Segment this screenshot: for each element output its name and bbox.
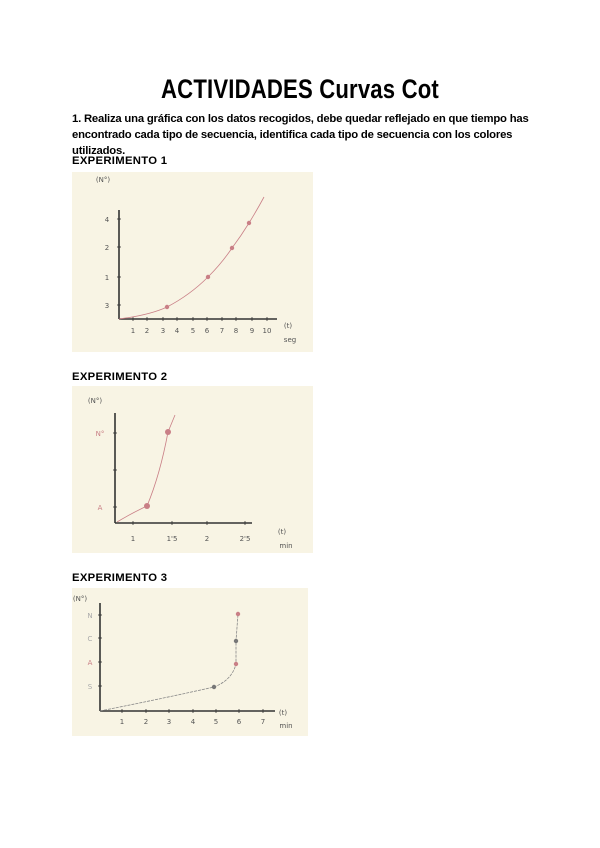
y-tick-label: A: [88, 659, 93, 667]
y-tick-label: 2: [105, 244, 109, 252]
y-tick-label: C: [88, 635, 93, 643]
x-tick-label: 10: [263, 327, 272, 335]
x-tick-label: 1: [131, 535, 135, 543]
y-tick-label: N°: [96, 430, 105, 438]
x-tick-label: 8: [234, 327, 238, 335]
data-point: [144, 503, 150, 509]
data-point: [233, 638, 239, 644]
y-tick-label: 1: [105, 274, 109, 282]
x-tick-label: 2: [145, 327, 149, 335]
x-tick-label: 1: [120, 718, 124, 726]
paper-background: [72, 386, 313, 553]
experiment-3-label: EXPERIMENTO 3: [72, 572, 168, 584]
x-tick-label: 7: [261, 718, 265, 726]
growth-curve: [118, 196, 265, 320]
instruction-text: 1. Realiza una gráfica con los datos rec…: [72, 113, 529, 157]
x-tick-label: 4: [175, 327, 180, 335]
y-tick-label: N: [87, 612, 92, 620]
y-tick-label: 4: [105, 216, 110, 224]
data-point: [165, 429, 171, 435]
x-tick-label: 3: [161, 327, 165, 335]
experiment-1-label: EXPERIMENTO 1: [72, 155, 168, 167]
x-tick-label: 6: [205, 327, 210, 335]
data-point: [229, 245, 235, 251]
x-tick-label: 2: [144, 718, 148, 726]
y-axis-label: (N°): [88, 397, 102, 405]
x-axis-label: (t): [278, 528, 286, 536]
experiment-2-graph: 1 1'5 2 2'5 N° A (N°) (t) min: [72, 386, 313, 553]
data-point: [205, 274, 211, 280]
y-axis-label: (N°): [73, 595, 87, 603]
data-point: [233, 661, 239, 667]
x-unit-label: min: [279, 542, 292, 550]
x-tick-label: 3: [167, 718, 171, 726]
y-tick-label: S: [88, 683, 93, 691]
experiment-1-graph: 1 2 3 4 5 6 7 8 9 10 4 2 1 3 (N°) (t) seg: [72, 172, 313, 352]
x-unit-label: min: [279, 722, 292, 730]
experiment-2-label: EXPERIMENTO 2: [72, 371, 168, 383]
data-point: [246, 220, 252, 226]
x-unit-label: seg: [284, 336, 296, 344]
paper-background: [72, 172, 313, 352]
x-tick-label: 9: [250, 327, 254, 335]
y-tick-label: 3: [105, 302, 109, 310]
data-point: [235, 611, 241, 617]
x-tick-label: 1: [131, 327, 135, 335]
x-tick-label: 4: [191, 718, 196, 726]
x-tick-label: 1'5: [167, 535, 178, 543]
page-title: ACTIVIDADES Curvas Cot: [161, 74, 439, 104]
x-tick-label: 6: [237, 718, 242, 726]
x-tick-label: 5: [214, 718, 218, 726]
experiment-3-graph: 1 2 3 4 5 6 7 N C A S (N°) (t) min: [72, 588, 308, 736]
y-axis-label: (N°): [96, 176, 110, 184]
x-axis-label: (t): [284, 322, 292, 330]
x-axis-label: (t): [279, 709, 287, 717]
x-tick-label: 7: [220, 327, 224, 335]
x-tick-label: 2: [205, 535, 209, 543]
data-point: [211, 684, 217, 690]
y-tick-label: A: [98, 504, 103, 512]
x-tick-label: 2'5: [240, 535, 251, 543]
paper-background: [72, 588, 308, 736]
data-point: [164, 304, 170, 310]
x-tick-label: 5: [191, 327, 195, 335]
